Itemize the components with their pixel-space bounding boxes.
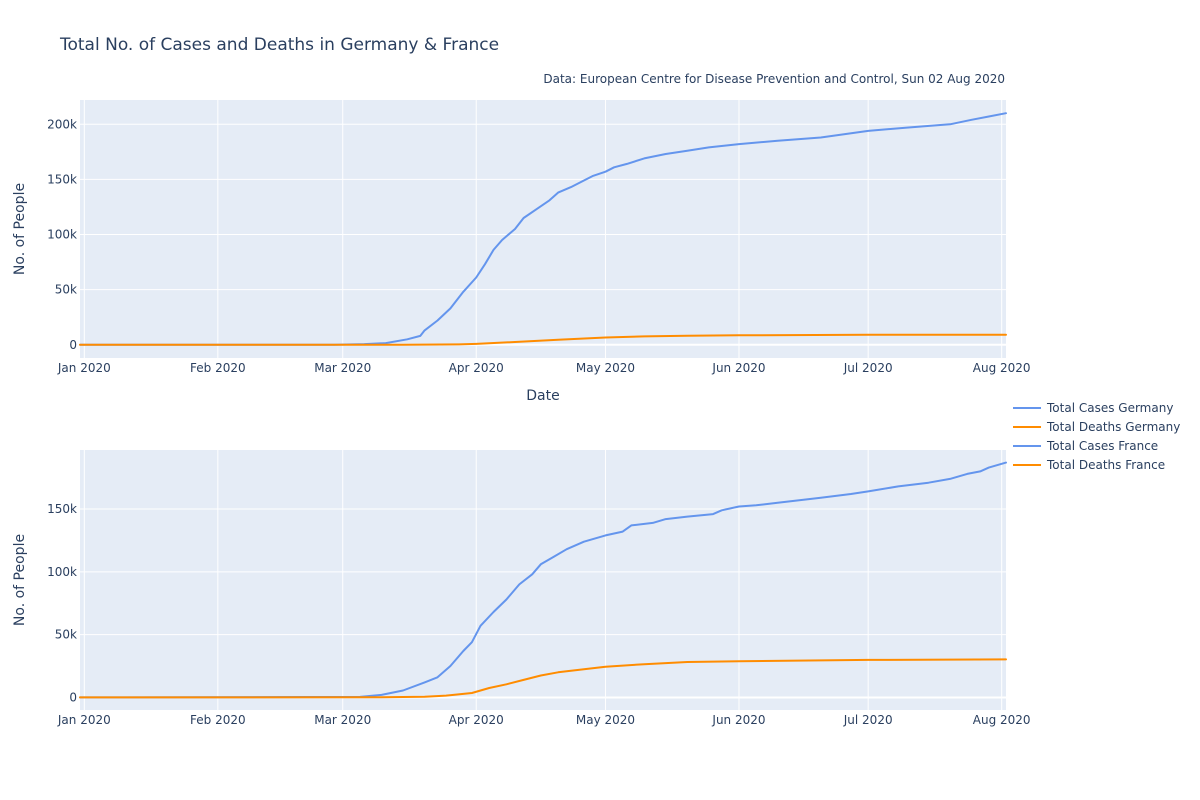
chart-title: Total No. of Cases and Deaths in Germany… — [59, 35, 499, 55]
legend[interactable]: Total Cases Germany Total Deaths Germany T… — [1013, 401, 1180, 472]
germany-plot-area[interactable] — [80, 100, 1006, 358]
france-x-tick-label: May 2020 — [576, 713, 635, 727]
germany-x-tick-label: Feb 2020 — [190, 361, 246, 375]
germany-x-tick-label: Jun 2020 — [711, 361, 765, 375]
legend-item-total-cases-france[interactable]: Total Cases France — [1013, 439, 1158, 453]
germany-y-tick-label: 200k — [47, 117, 77, 131]
france-x-tick-label: Mar 2020 — [314, 713, 371, 727]
legend-label: Total Deaths France — [1046, 458, 1165, 472]
legend-label: Total Deaths Germany — [1046, 420, 1180, 434]
france-subplot[interactable]: Jan 2020 Feb 2020 Mar 2020 Apr 2020 May 2020… — [12, 450, 1031, 727]
germany-y-axis-title: No. of People — [12, 183, 28, 275]
germany-y-tick-label: 50k — [55, 283, 77, 297]
germany-x-tick-label: Jul 2020 — [843, 361, 893, 375]
france-y-tick-label: 150k — [47, 502, 77, 516]
france-y-tick-label: 100k — [47, 565, 77, 579]
legend-item-total-cases-germany[interactable]: Total Cases Germany — [1013, 401, 1173, 415]
germany-y-tick-label: 0 — [69, 338, 77, 352]
germany-x-tick-label: Aug 2020 — [973, 361, 1031, 375]
germany-subplot[interactable]: Jan 2020 Feb 2020 Mar 2020 Apr 2020 May 2020… — [12, 100, 1031, 404]
series-line-total-cases-france[interactable] — [79, 461, 1007, 699]
france-x-tick-label: Feb 2020 — [190, 713, 246, 727]
france-x-tick-label: Jun 2020 — [711, 713, 765, 727]
legend-item-total-deaths-germany[interactable]: Total Deaths Germany — [1013, 420, 1180, 434]
germany-x-tick-label: Jan 2020 — [57, 361, 111, 375]
france-y-axis-title: No. of People — [12, 534, 28, 626]
germany-y-tick-label: 100k — [47, 228, 77, 242]
legend-item-total-deaths-france[interactable]: Total Deaths France — [1013, 458, 1165, 472]
france-x-tick-label: Jan 2020 — [57, 713, 111, 727]
series-line-total-cases-germany[interactable] — [79, 112, 1007, 346]
legend-label: Total Cases Germany — [1046, 401, 1173, 415]
germany-x-tick-label: May 2020 — [576, 361, 635, 375]
germany-x-tick-label: Mar 2020 — [314, 361, 371, 375]
france-x-tick-label: Aug 2020 — [973, 713, 1031, 727]
france-y-tick-label: 50k — [55, 628, 77, 642]
series-line-total-deaths-germany[interactable] — [79, 333, 1007, 346]
germany-y-tick-label: 150k — [47, 172, 77, 186]
france-x-tick-label: Jul 2020 — [843, 713, 893, 727]
series-line-total-deaths-france[interactable] — [79, 658, 1007, 699]
source-note: Data: European Centre for Disease Preven… — [543, 72, 1005, 86]
germany-x-tick-label: Apr 2020 — [449, 361, 504, 375]
germany-x-axis-title: Date — [526, 388, 559, 404]
france-plot-area[interactable] — [80, 450, 1006, 710]
france-y-tick-label: 0 — [69, 690, 77, 704]
france-x-tick-label: Apr 2020 — [449, 713, 504, 727]
legend-label: Total Cases France — [1046, 439, 1158, 453]
